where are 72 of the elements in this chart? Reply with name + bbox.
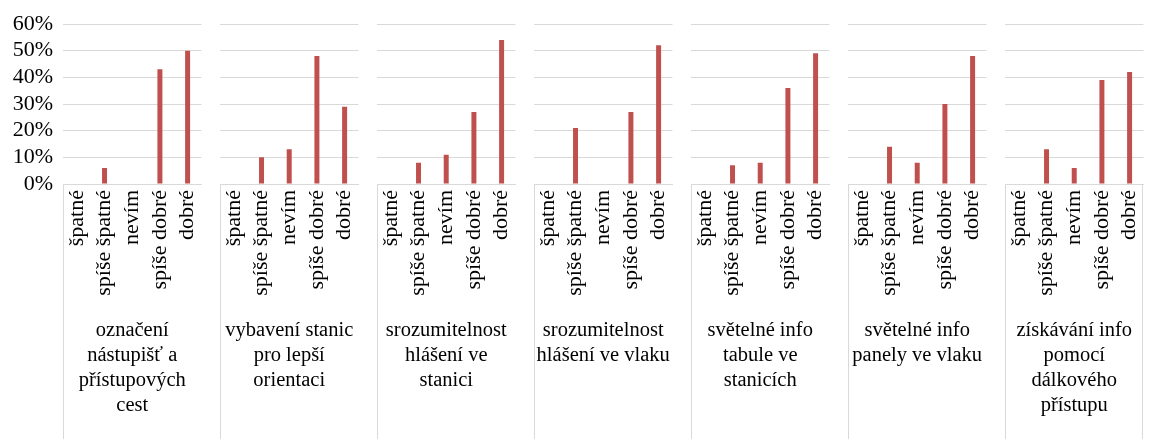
bar	[887, 146, 893, 184]
x-tick-label: nevím	[903, 190, 928, 245]
x-axis-title: srozumitelnost hlášení ve stanici	[385, 317, 507, 390]
x-tick-label: dobré	[644, 190, 670, 241]
bar	[1099, 80, 1105, 184]
bar	[259, 157, 265, 184]
x-tick-label: dobré	[487, 190, 513, 241]
x-tick-label: spíše dobré	[930, 190, 956, 290]
x-tick-label: spíše dobré	[302, 190, 328, 290]
bar	[757, 162, 763, 184]
bar	[157, 69, 163, 184]
bar	[443, 154, 449, 184]
bar	[1127, 72, 1133, 184]
bar	[1044, 149, 1050, 184]
bar	[813, 53, 819, 184]
x-tick-label: nevím	[589, 190, 614, 245]
x-tick-label: špatné	[62, 190, 88, 247]
bar	[785, 88, 791, 184]
bar	[730, 165, 736, 184]
x-tick-label: špatné	[690, 190, 716, 247]
x-axis-title: označení nástupišť a přístupových cest	[78, 317, 186, 415]
bar	[185, 50, 191, 184]
bar	[471, 112, 477, 184]
y-tick-label: 20%	[12, 116, 53, 142]
bar	[499, 40, 505, 184]
x-tick-label: dobré	[958, 190, 984, 241]
x-tick-label: špatné	[376, 190, 402, 247]
bar	[286, 149, 292, 184]
bar	[970, 56, 976, 184]
y-tick-label: 40%	[12, 63, 53, 89]
x-tick-label: spíše dobré	[1087, 190, 1113, 290]
x-axis-title: srozumitelnost hlášení ve vlaku	[536, 317, 670, 365]
x-tick-label: dobré	[1115, 190, 1141, 241]
x-tick-label: spíše špatné	[718, 190, 744, 296]
x-tick-label: spíše dobré	[145, 190, 171, 290]
x-tick-label: spíše dobré	[459, 190, 485, 290]
x-tick-label: dobré	[173, 190, 199, 241]
x-tick-label: špatné	[847, 190, 873, 247]
y-tick-label: 50%	[12, 36, 53, 62]
x-tick-label: špatné	[1004, 190, 1030, 247]
x-tick-label: spíše špatné	[247, 190, 273, 296]
x-tick-label: nevím	[118, 190, 143, 245]
y-tick-label: 10%	[12, 143, 53, 169]
x-tick-label: nevím	[746, 190, 771, 245]
bar	[102, 168, 108, 184]
y-tick-label: 0%	[23, 169, 53, 195]
x-tick-label: nevím	[1060, 190, 1085, 245]
x-tick-label: spíše špatné	[1032, 190, 1058, 296]
x-tick-label: nevím	[432, 190, 457, 245]
y-tick-label: 30%	[12, 89, 53, 115]
x-tick-label: spíše špatné	[561, 190, 587, 296]
x-axis-title: světelné info tabule ve stanicích	[707, 317, 813, 390]
x-tick-label: spíše špatné	[404, 190, 430, 296]
bar	[1071, 168, 1077, 184]
x-axis-title: vybavení stanic pro lepší orientaci	[225, 317, 354, 390]
bar	[914, 162, 920, 184]
x-tick-label: spíše špatné	[90, 190, 116, 296]
bar	[942, 104, 948, 184]
x-tick-label: špatné	[219, 190, 245, 247]
bar	[342, 106, 348, 184]
bar	[416, 162, 422, 184]
x-tick-label: nevím	[275, 190, 300, 245]
bar	[314, 56, 320, 184]
x-tick-label: spíše dobré	[773, 190, 799, 290]
y-tick-label: 60%	[12, 9, 53, 35]
x-axis-title: získávání info pomocí dálkového přístupu	[1016, 317, 1133, 416]
x-axis-title: světelné info panely ve vlaku	[852, 317, 983, 366]
x-tick-label: špatné	[533, 190, 559, 247]
x-tick-label: spíše špatné	[875, 190, 901, 296]
x-tick-label: dobré	[330, 190, 356, 241]
x-tick-label: dobré	[801, 190, 827, 241]
x-tick-label: spíše dobré	[616, 190, 642, 290]
